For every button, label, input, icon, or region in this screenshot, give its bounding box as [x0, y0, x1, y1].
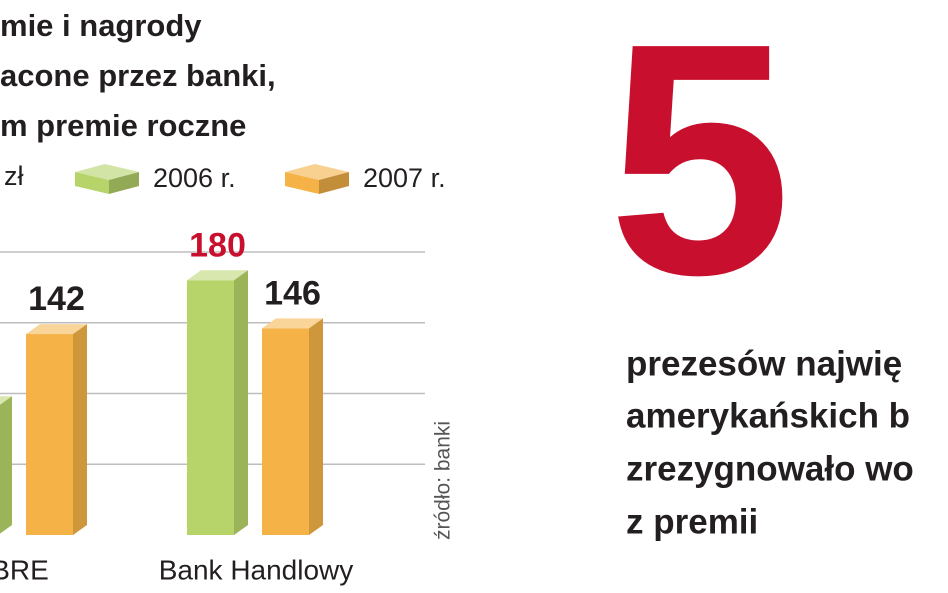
legend-swatch-top [75, 164, 139, 180]
callout-line: amerykańskich b [626, 396, 910, 435]
callout-line: zrezygnowało wo [626, 449, 914, 488]
callout-line: prezesów najwię [626, 344, 902, 383]
legend-swatch-front [75, 172, 109, 194]
bar-side [234, 270, 248, 535]
legend-label: 2006 r. [153, 163, 236, 193]
bar-top [0, 396, 12, 405]
bar-side [0, 396, 12, 534]
callout-figure: 5 [608, 0, 792, 343]
x-tick-label: Bank Handlowy [159, 554, 354, 585]
legend-swatch-front [285, 172, 319, 194]
bar-side [309, 318, 323, 535]
source: źródło: banki [432, 421, 455, 540]
bar-top [262, 318, 323, 329]
bar [262, 328, 309, 535]
bar-top [26, 324, 87, 335]
value-label: 142 [28, 280, 85, 318]
callout-line: z premii [626, 502, 758, 541]
plot: 2006 r.2007 r.BRE91142Bank Handlowy18014… [0, 163, 446, 585]
value-label: 180 [189, 226, 246, 264]
title-line: mie i nagrody [0, 8, 202, 43]
bar [26, 334, 73, 535]
legend-swatch-top [285, 164, 349, 180]
title-line: m premie roczne [0, 108, 246, 143]
legend-label: 2007 r. [363, 163, 446, 193]
legend-swatch-side [319, 172, 349, 194]
legend-swatch-side [109, 172, 139, 194]
title-line: acone przez banki, [0, 58, 276, 93]
value-label: 146 [264, 274, 321, 312]
unit-label: zł [4, 161, 24, 191]
bar-top [187, 270, 248, 281]
x-tick-label: BRE [0, 554, 49, 585]
bar-side [73, 324, 87, 535]
bar [187, 280, 234, 535]
